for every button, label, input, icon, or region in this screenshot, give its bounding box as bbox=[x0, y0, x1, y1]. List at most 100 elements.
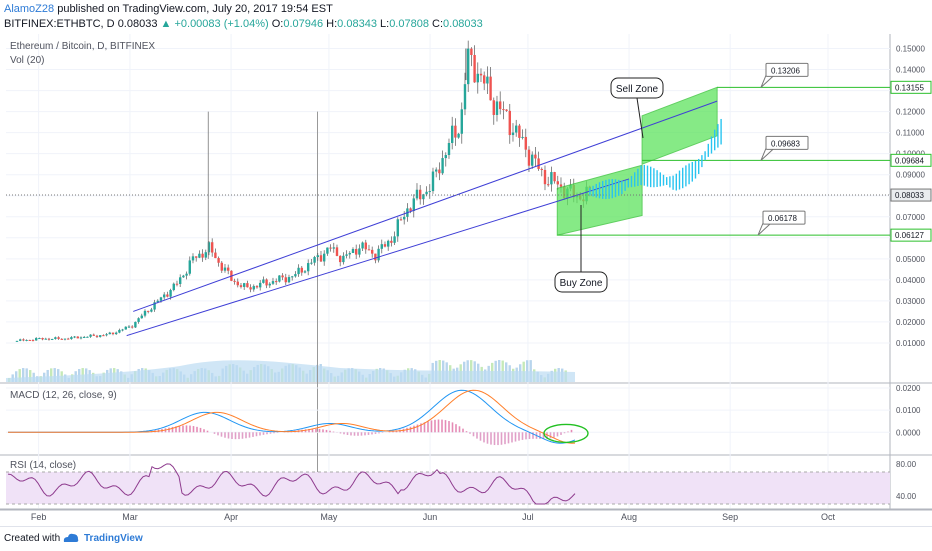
level-callout-label: 0.09683 bbox=[771, 139, 800, 148]
candle-body bbox=[524, 136, 527, 150]
candle-body bbox=[265, 279, 268, 286]
candle-body bbox=[306, 263, 310, 272]
candle-body bbox=[140, 315, 143, 319]
close-label: C: bbox=[432, 18, 444, 30]
low-value: 0.07808 bbox=[389, 18, 429, 30]
change-value: +0.00083 (+1.04%) bbox=[174, 18, 269, 30]
x-tick-label: Mar bbox=[122, 512, 138, 522]
candle-body bbox=[521, 136, 524, 138]
candle-body bbox=[364, 242, 367, 250]
candle-body bbox=[226, 267, 230, 271]
signal-line bbox=[8, 389, 576, 444]
candle-body bbox=[130, 326, 134, 328]
y-tick-label: 0.04000 bbox=[896, 276, 925, 285]
candle-body bbox=[281, 275, 284, 278]
price-tag-label: 0.09684 bbox=[895, 156, 924, 165]
candle-body bbox=[482, 75, 486, 84]
candle-body bbox=[159, 297, 163, 301]
candle-body bbox=[434, 169, 438, 172]
candle-body bbox=[153, 302, 156, 310]
candle-body bbox=[415, 189, 419, 199]
candle-body bbox=[303, 271, 307, 273]
candle-body bbox=[454, 125, 457, 138]
candle-body bbox=[310, 262, 313, 264]
volume-bar bbox=[18, 369, 21, 382]
macd-y-tick-label: 0.0100 bbox=[896, 406, 921, 415]
candle-body bbox=[169, 290, 172, 297]
candle-body bbox=[422, 194, 425, 200]
candle-body bbox=[105, 334, 108, 336]
candle-body bbox=[98, 335, 102, 337]
candle-body bbox=[358, 248, 361, 255]
volume-bar bbox=[529, 360, 532, 382]
callout-pointer bbox=[760, 147, 775, 161]
candle-body bbox=[143, 310, 147, 316]
candle-body bbox=[207, 242, 211, 253]
rsi-y-tick-label: 40.00 bbox=[896, 492, 917, 501]
volume-bar bbox=[50, 368, 53, 382]
rsi-y-tick-label: 80.00 bbox=[896, 460, 917, 469]
candle-body bbox=[511, 132, 515, 136]
candle-body bbox=[57, 337, 60, 339]
candle-body bbox=[236, 281, 239, 286]
sell-zone-area bbox=[641, 86, 718, 165]
candle-body bbox=[178, 277, 182, 284]
tradingview-brand-link[interactable]: TradingView bbox=[84, 533, 143, 544]
candle-body bbox=[342, 255, 345, 263]
candle-body bbox=[66, 338, 70, 340]
candle-body bbox=[370, 249, 374, 254]
y-tick-label: 0.02000 bbox=[896, 318, 925, 327]
candle-body bbox=[124, 326, 127, 330]
x-tick-label: Aug bbox=[621, 512, 637, 522]
symbol-label[interactable]: BITFINEX:ETHBTC, D bbox=[4, 18, 115, 30]
candle-body bbox=[460, 109, 463, 134]
publish-line: AlamoZ28 published on TradingView.com, J… bbox=[4, 3, 333, 15]
chart-canvas[interactable]: 0.150000.140000.130000.120000.110000.100… bbox=[0, 0, 932, 526]
price-tag-label: 0.08033 bbox=[895, 191, 924, 200]
candle-body bbox=[450, 125, 454, 143]
open-label: O: bbox=[271, 18, 284, 30]
candle-body bbox=[444, 155, 447, 159]
candle-body bbox=[268, 283, 271, 286]
volume-pane-title: Vol (20) bbox=[10, 55, 45, 66]
candle-body bbox=[361, 242, 364, 249]
candle-body bbox=[354, 248, 358, 255]
candle-body bbox=[198, 253, 201, 258]
candle-body bbox=[386, 240, 390, 247]
candle-body bbox=[47, 338, 51, 340]
candle-body bbox=[204, 252, 207, 258]
candle-body bbox=[502, 109, 505, 111]
candle-body bbox=[79, 337, 83, 339]
candle-body bbox=[351, 248, 355, 254]
candle-body bbox=[332, 247, 335, 249]
candle-body bbox=[390, 240, 393, 243]
volume-bar bbox=[29, 370, 32, 382]
last-price: 0.08033 bbox=[117, 18, 158, 30]
candle-body bbox=[242, 283, 246, 287]
volume-spike bbox=[317, 111, 318, 505]
volume-bar bbox=[57, 369, 60, 382]
candle-body bbox=[534, 154, 537, 159]
candle-body bbox=[162, 294, 166, 298]
callout-pointer bbox=[757, 222, 772, 236]
candle-body bbox=[210, 242, 214, 253]
x-tick-label: Jun bbox=[423, 512, 438, 522]
macd-pane-title: MACD (12, 26, close, 9) bbox=[10, 390, 117, 401]
candle-body bbox=[223, 267, 227, 271]
rsi-line bbox=[7, 463, 576, 505]
candle-body bbox=[220, 262, 223, 271]
x-tick-label: Oct bbox=[821, 512, 836, 522]
y-tick-label: 0.12000 bbox=[896, 108, 925, 117]
candle-body bbox=[431, 171, 435, 192]
price-tag-box bbox=[890, 153, 932, 167]
candle-body bbox=[383, 244, 387, 247]
candle-body bbox=[473, 54, 476, 83]
x-tick-label: Sep bbox=[722, 512, 738, 522]
candle-body bbox=[345, 254, 348, 256]
buy-zone-annotation-box bbox=[554, 271, 608, 293]
candle-body bbox=[34, 338, 38, 341]
candle-body bbox=[76, 336, 79, 339]
candle-body bbox=[214, 252, 217, 259]
publisher-link[interactable]: AlamoZ28 bbox=[4, 3, 55, 15]
volume-bar bbox=[15, 371, 18, 382]
